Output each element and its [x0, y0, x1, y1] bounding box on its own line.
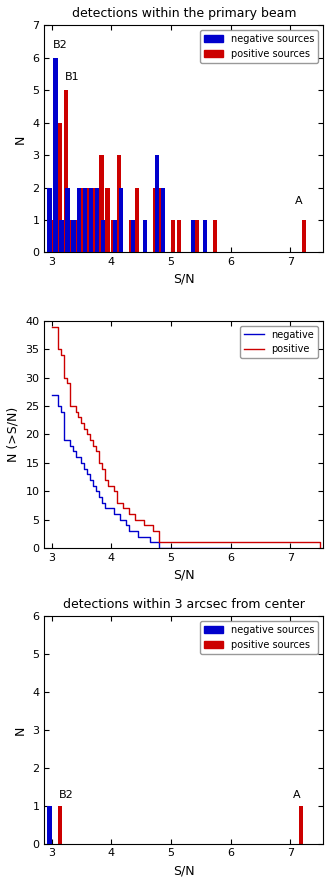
Text: A: A: [294, 195, 302, 206]
Bar: [53, 57, 58, 253]
Bar: [155, 155, 159, 253]
Bar: [71, 220, 76, 253]
X-axis label: S/N: S/N: [173, 568, 195, 582]
Bar: [153, 187, 157, 253]
Bar: [93, 187, 98, 253]
Title: detections within the primary beam: detections within the primary beam: [72, 7, 296, 20]
Bar: [299, 806, 303, 843]
Bar: [70, 220, 74, 253]
Bar: [95, 187, 99, 253]
Bar: [59, 220, 64, 253]
Text: B2: B2: [59, 790, 74, 800]
Bar: [105, 187, 110, 253]
Bar: [64, 90, 68, 253]
Bar: [58, 123, 62, 253]
Legend: negative sources, positive sources: negative sources, positive sources: [200, 621, 318, 654]
Y-axis label: N: N: [14, 134, 27, 143]
Title: detections within 3 arcsec from center: detections within 3 arcsec from center: [63, 598, 305, 611]
Bar: [203, 220, 207, 253]
Bar: [77, 187, 82, 253]
Bar: [171, 220, 175, 253]
Bar: [99, 155, 104, 253]
Bar: [111, 220, 116, 253]
Bar: [82, 187, 86, 253]
Bar: [131, 220, 135, 253]
X-axis label: S/N: S/N: [173, 273, 195, 286]
Bar: [65, 187, 70, 253]
Bar: [177, 220, 181, 253]
Bar: [89, 187, 93, 253]
Bar: [87, 187, 92, 253]
Bar: [195, 220, 199, 253]
X-axis label: S/N: S/N: [173, 864, 195, 877]
Bar: [101, 220, 105, 253]
Bar: [302, 220, 306, 253]
Bar: [113, 220, 117, 253]
Bar: [48, 806, 51, 843]
Bar: [48, 187, 51, 253]
Bar: [213, 220, 217, 253]
Bar: [159, 187, 163, 253]
Bar: [76, 220, 80, 253]
Bar: [191, 220, 195, 253]
Text: B1: B1: [65, 72, 80, 82]
Legend: negative, positive: negative, positive: [241, 325, 318, 358]
Y-axis label: N: N: [14, 726, 27, 735]
Bar: [58, 806, 62, 843]
Bar: [51, 220, 56, 253]
Text: A: A: [293, 790, 301, 800]
Bar: [161, 187, 165, 253]
Bar: [83, 187, 87, 253]
Legend: negative sources, positive sources: negative sources, positive sources: [200, 30, 318, 63]
Y-axis label: N (>S/N): N (>S/N): [7, 407, 20, 462]
Text: B2: B2: [53, 40, 68, 50]
Bar: [119, 187, 123, 253]
Bar: [143, 220, 147, 253]
Bar: [117, 155, 121, 253]
Bar: [129, 220, 133, 253]
Bar: [135, 187, 139, 253]
